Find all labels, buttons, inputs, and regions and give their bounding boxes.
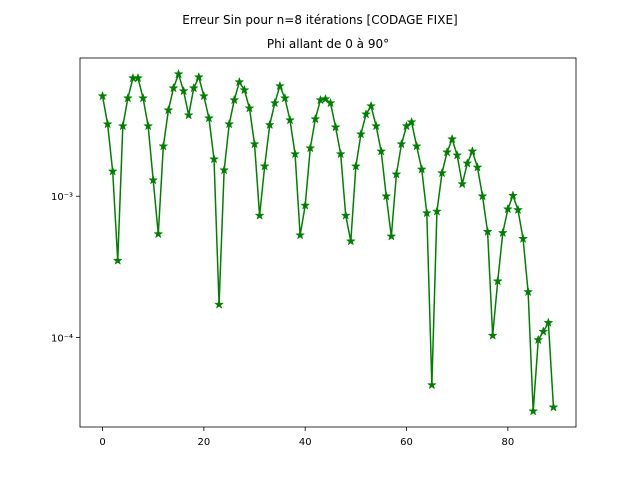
marker xyxy=(102,118,113,129)
marker xyxy=(224,118,235,129)
y-tick-label: 10⁻³ xyxy=(51,192,73,203)
marker xyxy=(249,138,260,149)
marker xyxy=(178,85,189,96)
marker xyxy=(523,286,534,297)
marker xyxy=(371,120,382,131)
marker xyxy=(512,204,523,215)
marker xyxy=(163,104,174,115)
marker xyxy=(472,162,483,172)
marker xyxy=(543,317,554,328)
marker xyxy=(492,275,503,286)
marker xyxy=(350,161,361,171)
marker xyxy=(391,169,402,179)
marker xyxy=(143,120,154,131)
plot-frame xyxy=(79,57,577,428)
marker xyxy=(507,190,518,200)
marker xyxy=(168,82,179,93)
marker xyxy=(477,190,488,201)
chart-subtitle: Phi allant de 0 à 90° xyxy=(267,37,389,51)
marker xyxy=(396,138,407,149)
marker xyxy=(183,109,194,120)
marker xyxy=(198,90,209,101)
marker xyxy=(264,119,275,130)
marker xyxy=(112,255,123,265)
marker xyxy=(452,150,463,160)
marker xyxy=(497,227,508,238)
marker xyxy=(502,203,513,214)
marker xyxy=(528,405,539,416)
marker xyxy=(214,299,225,309)
marker xyxy=(487,330,498,340)
marker xyxy=(386,231,397,241)
marker xyxy=(482,226,493,237)
marker xyxy=(290,148,301,159)
marker xyxy=(548,402,559,412)
x-tick-label: 80 xyxy=(501,437,514,448)
marker xyxy=(406,116,417,127)
marker xyxy=(173,68,184,79)
marker xyxy=(234,76,245,87)
marker xyxy=(436,167,447,178)
marker xyxy=(209,153,220,164)
marker xyxy=(533,334,544,345)
marker xyxy=(305,142,316,153)
marker xyxy=(518,233,529,243)
marker xyxy=(431,206,442,216)
x-tick-label: 60 xyxy=(400,437,413,448)
marker xyxy=(416,164,427,174)
x-tick-label: 40 xyxy=(299,437,312,448)
marker xyxy=(330,122,341,132)
marker xyxy=(97,90,108,101)
marker xyxy=(360,108,372,119)
marker xyxy=(376,146,387,156)
marker xyxy=(254,210,265,220)
marker xyxy=(467,146,478,156)
marker xyxy=(158,140,169,151)
marker xyxy=(310,113,321,124)
marker xyxy=(107,166,118,176)
marker xyxy=(203,112,214,123)
marker xyxy=(269,97,280,108)
marker xyxy=(229,94,240,105)
marker xyxy=(340,210,351,220)
marker xyxy=(148,174,159,185)
marker xyxy=(279,92,290,103)
marker xyxy=(239,84,250,95)
marker xyxy=(122,92,133,103)
marker xyxy=(355,128,366,139)
marker xyxy=(295,229,306,240)
x-tick-label: 20 xyxy=(198,437,211,448)
chart-title: Erreur Sin pour n=8 itérations [CODAGE F… xyxy=(182,13,457,27)
x-tick-label: 0 xyxy=(99,437,105,448)
marker xyxy=(117,120,128,131)
y-tick-label: 10⁻⁴ xyxy=(51,333,73,344)
marker xyxy=(244,102,255,113)
marker xyxy=(462,158,473,168)
marker xyxy=(538,326,549,336)
marker xyxy=(366,100,377,111)
marker xyxy=(219,164,230,175)
marker xyxy=(284,114,296,125)
marker xyxy=(442,146,453,157)
marker xyxy=(138,92,149,103)
marker xyxy=(447,133,458,144)
marker xyxy=(274,80,285,91)
marker xyxy=(335,148,346,159)
marker xyxy=(325,97,336,108)
marker xyxy=(320,93,331,104)
marker xyxy=(345,235,356,246)
marker xyxy=(300,200,311,210)
marker xyxy=(193,71,204,82)
marker xyxy=(259,161,270,171)
marker xyxy=(457,178,468,189)
marker xyxy=(421,207,432,218)
marker xyxy=(381,190,392,201)
marker xyxy=(411,140,422,151)
marker xyxy=(188,82,199,93)
marker xyxy=(426,379,437,390)
marker xyxy=(133,72,144,83)
marker xyxy=(153,228,164,239)
